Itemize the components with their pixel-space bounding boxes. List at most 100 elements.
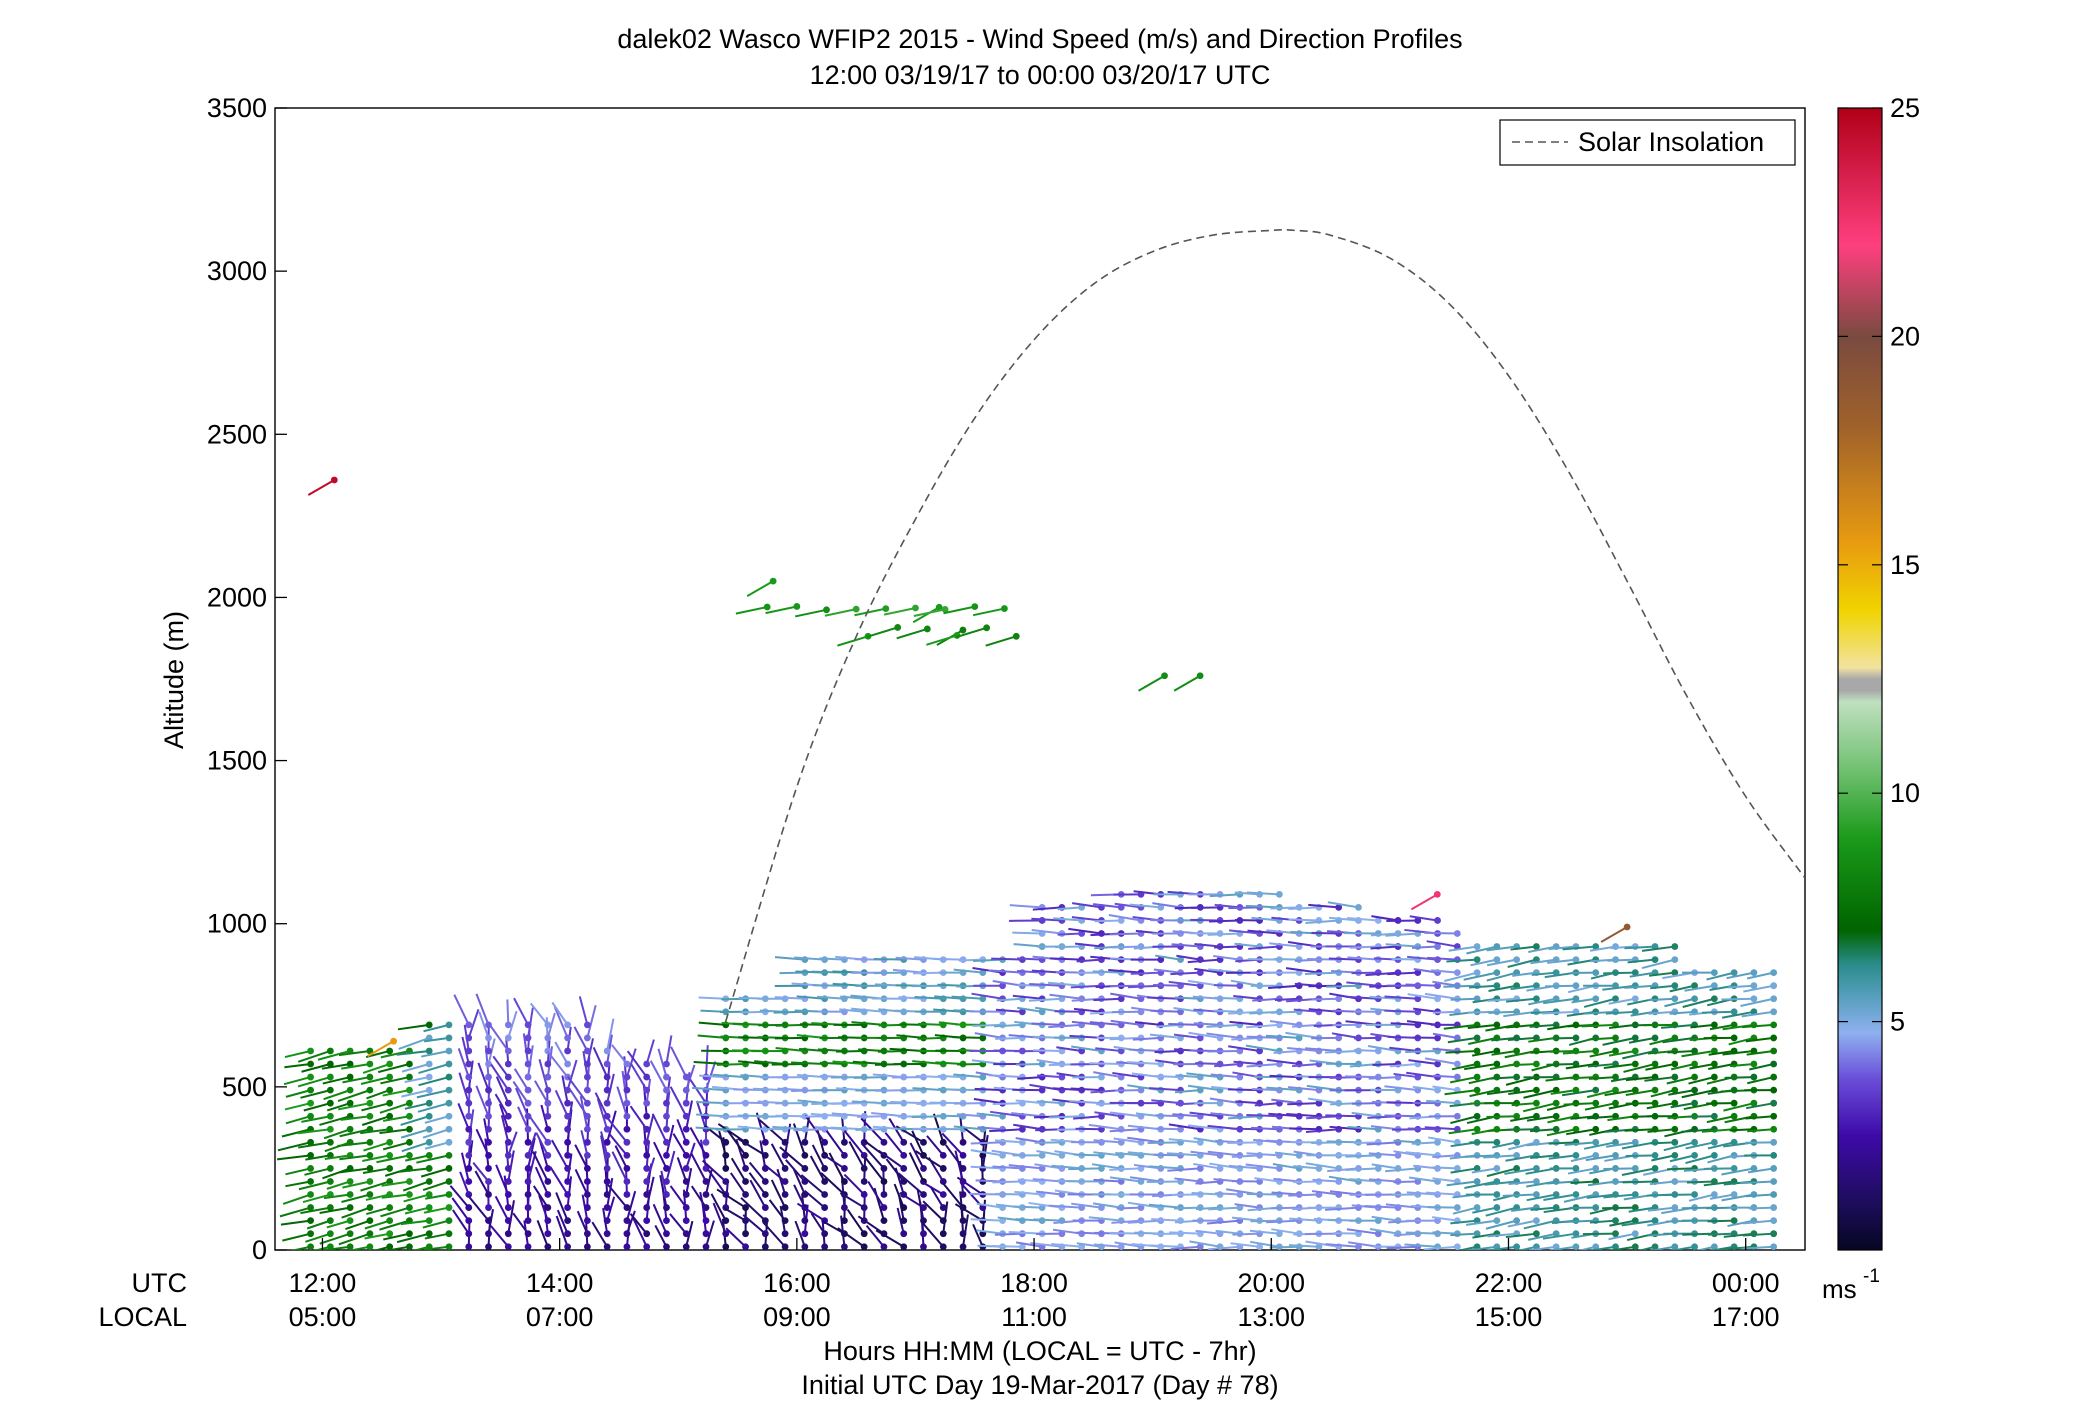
wind-barb-stem [920, 1220, 945, 1248]
wind-barb-stem [1208, 1206, 1240, 1211]
wind-barb-stem [1231, 1036, 1260, 1041]
wind-barb-stem [1307, 1097, 1339, 1105]
wind-barb-stem [1681, 1049, 1715, 1058]
wind-barb-point [781, 1243, 789, 1250]
wind-barb-point [1552, 1125, 1560, 1133]
x-tick-label-local: 09:00 [763, 1302, 831, 1332]
wind-barb-stem [1510, 1115, 1537, 1122]
wind-barb-stem [938, 1074, 964, 1079]
wind-barb-stem [1110, 992, 1142, 1000]
wind-barb-stem [1266, 1086, 1300, 1092]
wind-barb-point [1651, 1034, 1659, 1042]
wind-barb-stem [970, 1141, 1003, 1145]
wind-barb-stem [774, 956, 805, 961]
wind-barb-stem [453, 994, 470, 1026]
wind-barb-stem [424, 1115, 450, 1124]
wind-barb-stem [1584, 1010, 1616, 1015]
wind-barb-point [761, 1230, 769, 1238]
wind-barb-stem [1432, 1085, 1458, 1092]
wind-barb-point [524, 1151, 532, 1159]
wind-barb-point [781, 1204, 789, 1211]
wind-barb-point [1631, 995, 1639, 1003]
wind-barb-stem [1670, 1102, 1695, 1109]
wind-barb-stem [1175, 1074, 1201, 1079]
wind-barb-point [1374, 917, 1382, 924]
wind-barb-point [386, 1151, 394, 1159]
wind-barb-point [504, 1204, 512, 1211]
wind-barb-stem [1017, 1006, 1043, 1013]
wind-barb-point [643, 1191, 651, 1198]
wind-barb-point [485, 1073, 492, 1081]
wind-barb-stem [452, 1209, 470, 1235]
wind-barb-stem [301, 1115, 331, 1123]
wind-barb-point [900, 1047, 908, 1055]
wind-barb-stem [423, 1023, 450, 1033]
wind-barb-stem [893, 1183, 905, 1208]
wind-barb-point [920, 1230, 927, 1238]
wind-barb-stem [1667, 1167, 1695, 1171]
wind-barb-stem [953, 1073, 983, 1079]
wind-barb-stem [611, 1044, 628, 1065]
wind-barb-stem [1570, 1180, 1596, 1184]
wind-barb-stem [1583, 1141, 1616, 1150]
wind-barb-point [1612, 1217, 1619, 1225]
wind-barb-point [1730, 1034, 1738, 1042]
wind-barb-stem [896, 627, 928, 640]
wind-barb-stem [404, 1102, 430, 1110]
wind-barb-stem [1286, 1113, 1319, 1118]
wind-barb-point [1473, 1230, 1481, 1238]
wind-barb-point [761, 1178, 769, 1185]
wind-barb-point [1018, 1125, 1026, 1133]
wind-barb-point [1453, 1060, 1461, 1068]
wind-barb-point [445, 1243, 453, 1250]
wind-barb-point [544, 1191, 552, 1198]
wind-barb-point [860, 1047, 868, 1055]
wind-barb-stem [512, 1081, 529, 1104]
wind-barb-stem [795, 608, 827, 618]
wind-barb-point [1671, 1125, 1679, 1133]
wind-barb-stem [1369, 995, 1399, 1000]
wind-barb-stem [843, 1130, 865, 1157]
wind-barb-stem [605, 1116, 628, 1143]
wind-barb-stem [1411, 1141, 1438, 1145]
wind-barb-point [425, 1191, 433, 1198]
wind-barb-point [860, 1204, 868, 1211]
y-axis-label: Altitude (m) [159, 611, 189, 749]
wind-barb-point [1572, 1191, 1580, 1198]
wind-barb-stem [549, 1166, 569, 1196]
wind-barb-point [1691, 982, 1698, 990]
wind-barb-stem [402, 1180, 430, 1192]
wind-barb-stem [323, 1128, 351, 1140]
wind-barb-point [920, 1243, 927, 1250]
wind-barb-point [1592, 1151, 1600, 1159]
wind-barb-point [643, 1073, 651, 1081]
wind-barb-stem [1385, 1167, 1418, 1173]
wind-barb-point [485, 1099, 492, 1107]
wind-barb-point [1770, 1178, 1778, 1185]
wind-barb-stem [1425, 1191, 1458, 1196]
wind-barb-point [1572, 1034, 1580, 1042]
wind-barb-stem [401, 1141, 430, 1153]
wind-barb-stem [1230, 1127, 1260, 1131]
wind-barb-point [939, 1165, 947, 1172]
wind-barb-point [1414, 969, 1422, 977]
wind-barb-stem [1745, 1115, 1774, 1120]
wind-barb-point [406, 1204, 413, 1211]
wind-barb-point [959, 1151, 967, 1159]
wind-barb-point [406, 1243, 413, 1250]
wind-barb-stem [400, 1115, 430, 1126]
wind-barb-stem [422, 1219, 450, 1229]
wind-barb-stem [1390, 1022, 1418, 1026]
wind-barb-stem [890, 1100, 924, 1105]
wind-barb-stem [976, 1112, 1003, 1118]
wind-barb-stem [421, 1049, 450, 1058]
wind-barb-point [504, 1112, 512, 1120]
wind-barb-stem [995, 1036, 1023, 1040]
wind-barb-stem [1600, 926, 1628, 943]
wind-barb-stem [1269, 1245, 1300, 1249]
wind-barb-stem [1549, 1049, 1576, 1053]
wind-barb-stem [1472, 1206, 1498, 1214]
wind-barb-stem [1629, 971, 1656, 978]
wind-barb-stem [382, 1141, 410, 1151]
wind-barb-stem [596, 1098, 609, 1130]
